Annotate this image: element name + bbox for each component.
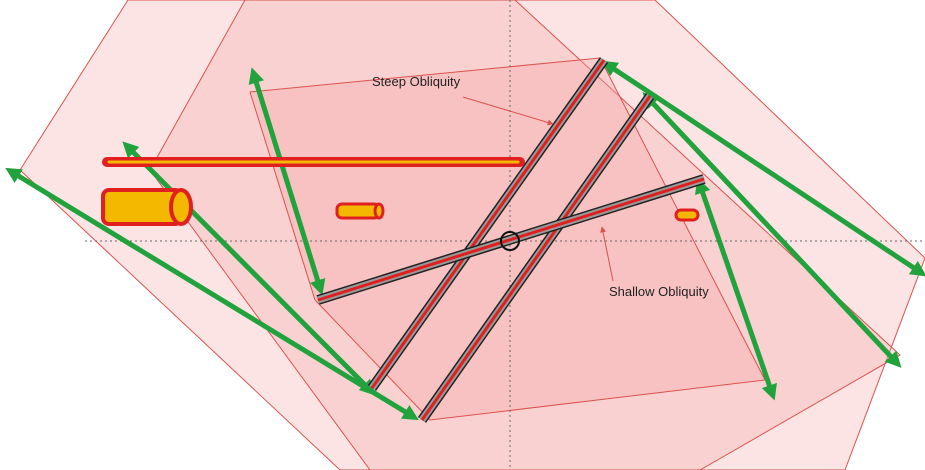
steep-slab-1 bbox=[367, 57, 609, 391]
shallow-obliquity-pointer bbox=[600, 226, 614, 282]
steep-obliquity-label: Steep Obliquity bbox=[372, 74, 461, 89]
pivot-circle bbox=[500, 231, 520, 251]
left-arrow-inner bbox=[248, 67, 326, 296]
medium-cylinder bbox=[335, 202, 385, 220]
large-cylinder bbox=[101, 188, 193, 226]
steep-slab-2 bbox=[417, 93, 655, 423]
small-cylinder bbox=[674, 208, 700, 222]
steep-obliquity-pointer bbox=[462, 96, 554, 126]
shallow-slab bbox=[316, 174, 706, 305]
right-arrow-inner bbox=[695, 177, 777, 401]
shallow-obliquity-label: Shallow Obliquity bbox=[609, 284, 709, 299]
